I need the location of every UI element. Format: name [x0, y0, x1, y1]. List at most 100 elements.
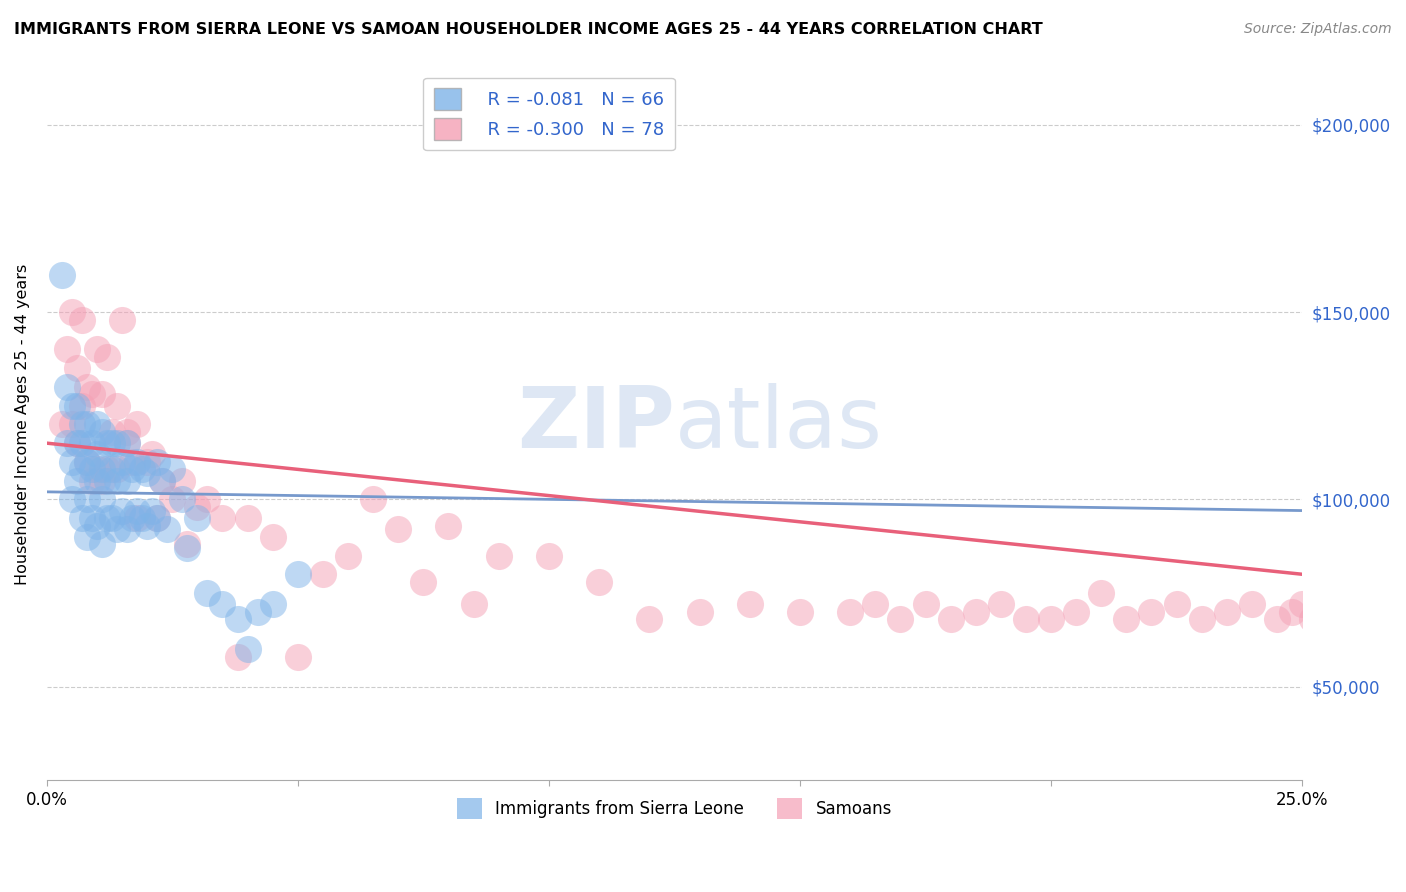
Point: [115, 474, 138, 488]
Point: [70, 399, 93, 413]
Point: [789, 605, 811, 619]
Point: [839, 605, 862, 619]
Y-axis label: Householder Income Ages 25 - 44 years: Householder Income Ages 25 - 44 years: [15, 264, 30, 585]
Point: [588, 574, 610, 589]
Point: [287, 649, 309, 664]
Point: [80, 511, 103, 525]
Point: [80, 462, 103, 476]
Point: [387, 522, 409, 536]
Point: [76, 455, 98, 469]
Point: [131, 511, 153, 525]
Point: [195, 492, 218, 507]
Point: [66, 399, 89, 413]
Point: [51, 417, 73, 432]
Point: [96, 436, 118, 450]
Point: [125, 503, 148, 517]
Point: [111, 455, 134, 469]
Point: [76, 530, 98, 544]
Point: [121, 455, 143, 469]
Point: [463, 597, 485, 611]
Point: [96, 462, 118, 476]
Point: [1316, 605, 1339, 619]
Point: [1090, 586, 1112, 600]
Point: [1040, 612, 1063, 626]
Point: [66, 474, 89, 488]
Point: [96, 511, 118, 525]
Point: [125, 511, 148, 525]
Point: [101, 462, 124, 476]
Point: [101, 436, 124, 450]
Point: [115, 522, 138, 536]
Point: [86, 462, 108, 476]
Point: [86, 447, 108, 461]
Point: [246, 605, 269, 619]
Point: [55, 436, 77, 450]
Point: [80, 436, 103, 450]
Point: [262, 530, 284, 544]
Point: [262, 597, 284, 611]
Point: [1331, 597, 1354, 611]
Point: [66, 436, 89, 450]
Point: [226, 612, 249, 626]
Point: [86, 518, 108, 533]
Point: [1301, 612, 1323, 626]
Point: [125, 455, 148, 469]
Point: [141, 447, 163, 461]
Point: [101, 511, 124, 525]
Point: [96, 474, 118, 488]
Point: [638, 612, 661, 626]
Point: [176, 537, 198, 551]
Point: [60, 305, 83, 319]
Point: [76, 380, 98, 394]
Point: [70, 417, 93, 432]
Point: [76, 455, 98, 469]
Point: [156, 522, 179, 536]
Point: [146, 455, 169, 469]
Point: [86, 474, 108, 488]
Text: atlas: atlas: [675, 383, 883, 466]
Point: [176, 541, 198, 555]
Point: [939, 612, 962, 626]
Point: [965, 605, 987, 619]
Point: [70, 511, 93, 525]
Point: [146, 511, 169, 525]
Point: [488, 549, 510, 563]
Point: [211, 597, 233, 611]
Point: [55, 380, 77, 394]
Point: [111, 312, 134, 326]
Point: [1166, 597, 1188, 611]
Point: [236, 642, 259, 657]
Point: [1064, 605, 1087, 619]
Point: [90, 387, 112, 401]
Point: [1191, 612, 1213, 626]
Point: [90, 474, 112, 488]
Point: [60, 417, 83, 432]
Text: IMMIGRANTS FROM SIERRA LEONE VS SAMOAN HOUSEHOLDER INCOME AGES 25 - 44 YEARS COR: IMMIGRANTS FROM SIERRA LEONE VS SAMOAN H…: [14, 22, 1043, 37]
Point: [105, 436, 128, 450]
Point: [226, 649, 249, 664]
Point: [738, 597, 761, 611]
Point: [141, 503, 163, 517]
Point: [136, 455, 159, 469]
Point: [90, 425, 112, 439]
Text: Source: ZipAtlas.com: Source: ZipAtlas.com: [1244, 22, 1392, 37]
Point: [1115, 612, 1137, 626]
Point: [412, 574, 434, 589]
Point: [172, 492, 194, 507]
Point: [865, 597, 887, 611]
Point: [160, 462, 183, 476]
Point: [336, 549, 359, 563]
Point: [160, 492, 183, 507]
Point: [101, 425, 124, 439]
Point: [236, 511, 259, 525]
Point: [86, 343, 108, 357]
Point: [136, 466, 159, 480]
Point: [121, 462, 143, 476]
Point: [70, 436, 93, 450]
Point: [689, 605, 711, 619]
Point: [186, 511, 208, 525]
Point: [889, 612, 911, 626]
Point: [172, 474, 194, 488]
Point: [76, 492, 98, 507]
Point: [115, 436, 138, 450]
